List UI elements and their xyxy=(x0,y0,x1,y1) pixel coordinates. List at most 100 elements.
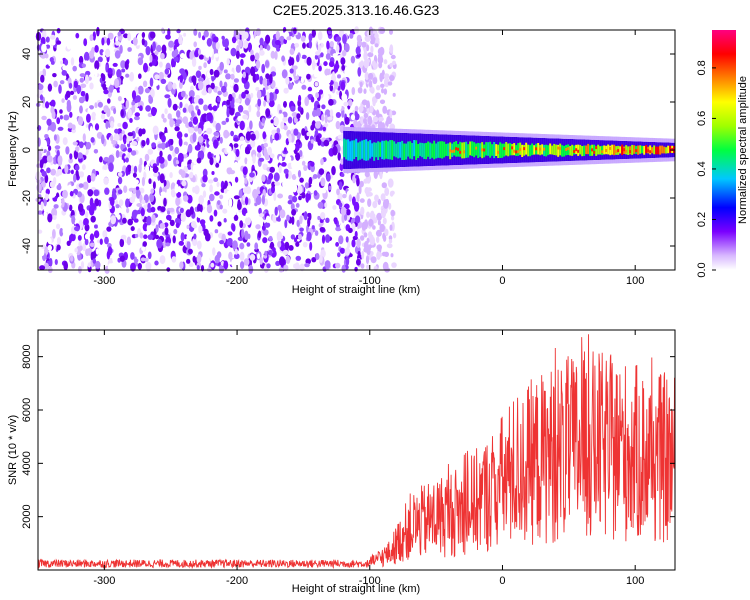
signal-halo xyxy=(663,157,666,162)
noise-cell xyxy=(391,110,397,116)
plot-frame xyxy=(37,329,676,571)
noise-cell xyxy=(59,115,64,120)
signal-core xyxy=(427,141,430,157)
noise-cell xyxy=(92,258,97,264)
noise-cell xyxy=(305,112,310,120)
signal-halo xyxy=(541,134,544,138)
noise-cell xyxy=(351,43,356,49)
noise-cell xyxy=(113,78,120,89)
noise-cell xyxy=(93,230,100,239)
signal-halo xyxy=(477,131,480,136)
noise-cell xyxy=(78,55,84,65)
noise-cell xyxy=(213,139,219,149)
noise-cell xyxy=(216,96,221,103)
noise-cell xyxy=(146,215,152,226)
noise-cell xyxy=(120,234,127,240)
signal-halo xyxy=(437,130,440,135)
signal-halo xyxy=(455,130,458,135)
noise-cell xyxy=(226,99,231,106)
noise-cell xyxy=(325,255,329,260)
noise-cell xyxy=(127,218,133,226)
noise-cell xyxy=(132,172,137,178)
y-tick-label: 0 xyxy=(21,147,33,153)
noise-cell xyxy=(89,125,93,136)
signal-core xyxy=(375,142,378,158)
noise-cell xyxy=(372,201,378,209)
noise-cell xyxy=(70,233,76,242)
signal-halo xyxy=(477,164,480,169)
signal-peak xyxy=(615,149,619,153)
signal-halo xyxy=(345,169,348,174)
signal-core xyxy=(393,141,396,157)
noise-cell xyxy=(214,191,220,196)
signal-halo xyxy=(553,134,556,139)
signal-halo xyxy=(377,128,380,132)
noise-cell xyxy=(315,147,322,157)
signal-halo xyxy=(461,131,464,136)
signal-halo xyxy=(493,132,496,137)
noise-cell xyxy=(139,105,143,112)
noise-cell xyxy=(44,134,49,139)
signal-core xyxy=(511,144,514,156)
noise-cell xyxy=(64,164,69,174)
noise-cell xyxy=(315,253,320,260)
signal-halo xyxy=(531,162,534,167)
noise-cell xyxy=(213,157,217,165)
noise-cell xyxy=(50,60,55,65)
noise-cell xyxy=(292,195,298,203)
noise-cell xyxy=(344,116,350,125)
noise-cell xyxy=(154,234,160,240)
signal-halo xyxy=(573,160,576,165)
signal-halo xyxy=(577,160,580,165)
noise-cell xyxy=(167,247,172,254)
noise-cell xyxy=(137,85,144,95)
noise-cell xyxy=(58,55,63,62)
signal-halo xyxy=(373,127,376,132)
noise-cell xyxy=(239,251,245,261)
noise-cell xyxy=(239,261,245,270)
signal-peak xyxy=(577,149,581,153)
signal-halo xyxy=(601,159,604,164)
noise-cell xyxy=(322,126,326,132)
noise-cell xyxy=(56,27,61,34)
noise-cell xyxy=(222,208,228,214)
noise-cell xyxy=(234,161,239,170)
noise-cell xyxy=(238,40,243,48)
noise-cell xyxy=(177,152,184,163)
signal-peak xyxy=(457,147,461,151)
noise-cell xyxy=(262,229,269,236)
colorbar-tick-label: 0.4 xyxy=(696,161,708,176)
noise-cell xyxy=(204,79,210,85)
signal-halo xyxy=(499,132,502,137)
noise-cell xyxy=(223,69,228,74)
noise-cell xyxy=(85,248,90,257)
noise-cell xyxy=(149,31,156,39)
noise-cell xyxy=(46,167,51,174)
noise-cell xyxy=(193,41,197,48)
signal-core xyxy=(407,141,410,157)
noise-cell xyxy=(276,127,281,134)
signal-halo xyxy=(417,166,420,171)
noise-cell xyxy=(179,81,183,89)
signal-core xyxy=(595,146,598,156)
noise-cell xyxy=(172,82,177,90)
noise-cell xyxy=(218,264,225,274)
noise-cell xyxy=(47,129,52,136)
noise-cell xyxy=(209,184,213,193)
signal-halo xyxy=(435,165,438,170)
noise-cell xyxy=(87,40,92,51)
noise-cell xyxy=(103,156,110,162)
noise-cell xyxy=(307,86,313,92)
noise-cell xyxy=(182,116,189,124)
noise-cell xyxy=(328,98,334,106)
noise-cell xyxy=(259,37,264,46)
signal-halo xyxy=(385,167,388,172)
noise-cell xyxy=(131,90,137,100)
signal-peak xyxy=(535,147,539,151)
noise-cell xyxy=(87,262,91,268)
noise-cell xyxy=(127,132,134,137)
noise-cell xyxy=(201,183,206,188)
noise-cell xyxy=(278,155,283,163)
